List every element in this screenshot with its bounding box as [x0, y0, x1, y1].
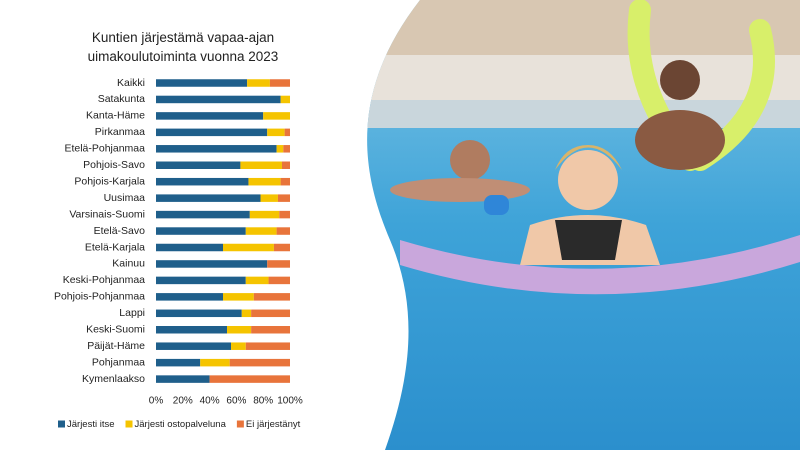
bar-segment	[156, 326, 228, 334]
bar-segment	[156, 293, 223, 301]
bar-segment	[156, 112, 264, 120]
y-tick-label: Varsinais-Suomi	[69, 208, 145, 220]
x-tick-label: 60%	[226, 396, 246, 407]
bar-segment	[156, 177, 249, 186]
bar-segment	[156, 358, 201, 367]
bar-segment	[276, 145, 284, 153]
bar-segment	[156, 227, 246, 235]
bar-segment	[273, 243, 290, 252]
legend-swatch	[125, 420, 133, 428]
x-tick-label: 40%	[200, 396, 220, 407]
y-tick-label: Päijät-Häme	[87, 340, 145, 352]
bar-segment	[281, 161, 290, 169]
y-tick-label: Satakunta	[98, 93, 145, 105]
bar-segment	[277, 194, 290, 202]
legend-label: Järjesti ostopalveluna	[135, 419, 227, 430]
bar-segment	[156, 145, 277, 153]
x-tick-label: 0%	[149, 396, 164, 407]
bar-segment	[245, 227, 277, 235]
bar-segment	[223, 243, 274, 252]
legend-label: Ei järjestänyt	[246, 419, 301, 430]
legend-swatch	[58, 420, 65, 428]
bar-segment	[263, 112, 290, 120]
bar-segment	[229, 358, 290, 367]
bar-segment	[156, 375, 210, 383]
y-tick-label: Etelä-Savo	[94, 225, 146, 237]
bar-segment	[227, 326, 252, 334]
x-tick-label: 20%	[173, 396, 193, 407]
bar-segment	[156, 309, 242, 318]
bar-segment	[267, 260, 290, 268]
y-tick-label: Pohjois-Karjala	[74, 175, 145, 187]
bar-segment	[245, 276, 269, 285]
y-tick-label: Kaikki	[117, 77, 145, 89]
bar-segment	[283, 145, 290, 153]
bar-segment	[156, 276, 246, 285]
bar-segment	[260, 194, 278, 202]
y-tick-label: Pohjanmaa	[92, 356, 145, 368]
bar-segment	[248, 177, 281, 186]
bar-segment	[245, 342, 290, 350]
bar-segment	[268, 276, 290, 285]
x-tick-label: 80%	[253, 396, 273, 407]
chart-title: Kuntien järjestämä vapaa-ajan uimakouluto…	[88, 30, 279, 64]
bar-segment	[241, 309, 252, 318]
bar-segment	[156, 79, 248, 87]
y-tick-label: Etelä-Karjala	[85, 241, 145, 253]
bar-segment	[200, 358, 230, 367]
y-tick-label: Uusimaa	[104, 192, 146, 204]
bar-segment	[279, 210, 290, 219]
bar-segment	[231, 342, 246, 350]
y-tick-label: Kymenlaakso	[82, 373, 145, 385]
bar-segment	[269, 79, 290, 87]
bar-segment	[276, 227, 290, 235]
bar-segment	[156, 243, 223, 252]
y-tick-label: Pohjois-Savo	[83, 159, 145, 171]
bar-segment	[284, 128, 290, 137]
bar-segment	[156, 161, 241, 169]
bar-segment	[156, 210, 250, 219]
bar-segment	[247, 79, 270, 87]
y-tick-label: Keski-Pohjanmaa	[63, 274, 145, 286]
bar-segment	[223, 293, 254, 301]
legend-swatch	[236, 420, 244, 428]
bar-segment	[156, 194, 261, 202]
bar-segment	[156, 128, 268, 137]
photo	[367, 0, 800, 450]
bar-segment	[156, 342, 232, 350]
bar-segment	[280, 177, 290, 186]
bar-segment	[156, 95, 281, 104]
x-tick-label: 100%	[277, 396, 303, 407]
bar-segment	[251, 309, 290, 318]
bar-segment	[280, 95, 290, 104]
bar-segment	[209, 375, 290, 383]
bar-segment	[249, 210, 280, 219]
bar-segment	[251, 326, 290, 334]
bar-segment	[267, 128, 285, 137]
y-tick-label: Kanta-Häme	[86, 110, 145, 122]
legend-label: Järjesti itse	[67, 419, 115, 430]
bar-segment	[240, 161, 282, 169]
y-tick-label: Kainuu	[112, 258, 145, 270]
bar-segment	[156, 260, 268, 268]
y-tick-label: Pirkanmaa	[95, 126, 145, 138]
y-tick-label: Etelä-Pohjanmaa	[64, 143, 145, 155]
y-tick-label: Lappi	[119, 307, 145, 319]
y-tick-label: Keski-Suomi	[86, 324, 145, 336]
y-tick-label: Pohjois-Pohjanmaa	[54, 291, 145, 303]
bar-segment	[253, 293, 290, 301]
